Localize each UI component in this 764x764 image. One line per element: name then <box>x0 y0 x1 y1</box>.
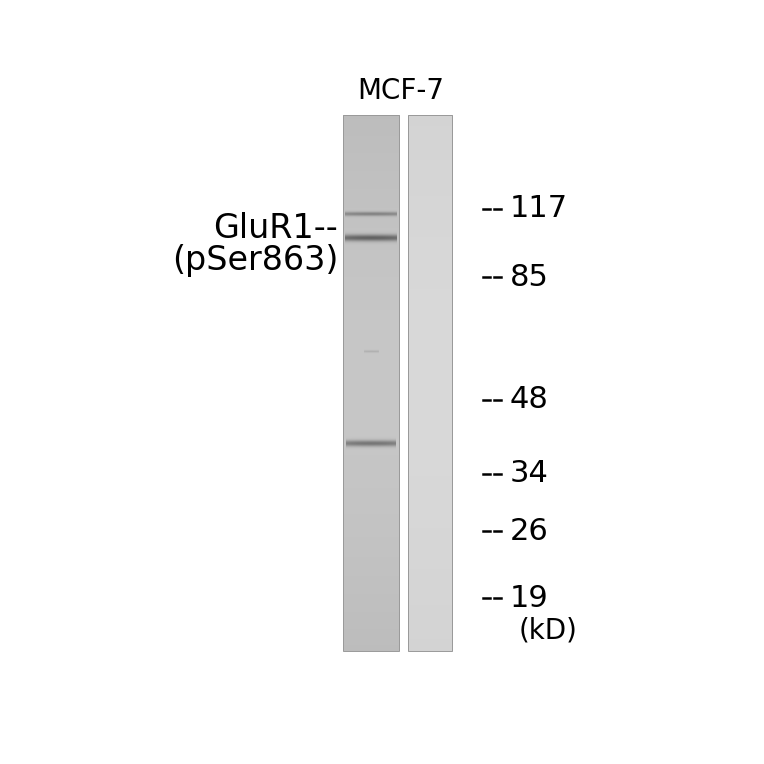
Bar <box>408 115 452 650</box>
Text: 85: 85 <box>510 263 549 292</box>
Text: 48: 48 <box>510 385 549 414</box>
Text: 34: 34 <box>510 459 549 488</box>
Text: (kD): (kD) <box>519 617 578 645</box>
Bar <box>343 115 399 650</box>
Text: 26: 26 <box>510 516 549 545</box>
Text: 19: 19 <box>510 584 549 613</box>
Text: (pSer863): (pSer863) <box>172 244 338 277</box>
Text: 117: 117 <box>510 195 568 223</box>
Text: MCF-7: MCF-7 <box>357 76 444 105</box>
Text: GluR1--: GluR1-- <box>213 212 338 245</box>
